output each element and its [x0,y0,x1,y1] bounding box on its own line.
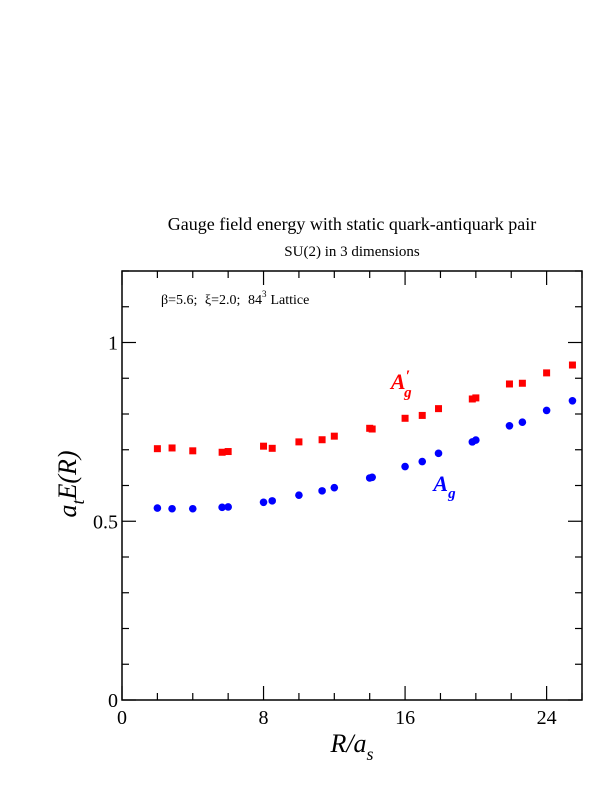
plot-frame [121,270,583,701]
data-point-square [518,379,526,387]
series-0: A′ g [153,361,576,456]
data-point-circle [259,498,268,507]
x-axis-ticks: 0 8 16 24 [117,271,583,729]
data-point-circle [368,473,376,482]
y-tick-label: 0.5 [93,511,118,533]
x-tick-label: 16 [395,707,415,729]
data-point-square [260,442,268,450]
chart-subtitle: SU(2) in 3 dimensions [284,244,420,260]
series-label: Ag [431,471,456,502]
x-tick-label: 8 [259,707,269,729]
data-point-square [468,395,476,403]
data-point-circle [518,418,527,427]
data-point-circle [318,487,326,495]
series-layer: A′ g Ag [153,361,577,513]
data-point-circle [153,504,162,512]
data-point-circle [224,503,232,511]
y-axis-label: atE(R) [53,450,88,517]
data-point-square [505,380,513,388]
series-label: A′ g [389,368,412,401]
x-axis-label: R/as [329,729,373,764]
data-point-square [418,411,426,419]
data-point-square [472,394,480,402]
parameter-annotation: β=5.6; ξ=2.0; 843 Lattice [161,289,309,308]
data-point-circle [168,504,176,513]
series-1: Ag [153,396,577,513]
x-tick-label: 24 [537,707,557,729]
data-point-square [330,432,338,440]
y-tick-label: 0 [108,690,118,712]
data-point-square [168,444,176,452]
data-point-square [401,414,409,422]
data-point-square [543,369,551,377]
data-point-circle [295,491,303,499]
data-point-square [295,438,303,446]
data-point-circle [218,503,226,512]
data-point-square [368,425,376,433]
data-point-square [435,405,443,413]
y-axis-ticks: 00.51 [93,270,582,712]
x-tick-label: 0 [117,707,127,729]
data-point-square [568,361,576,369]
data-point-circle [188,504,197,513]
chart-title: Gauge field energy with static quark-ant… [168,214,537,234]
data-point-square [153,445,161,453]
data-point-square [224,448,232,456]
data-point-circle [542,406,551,415]
data-point-circle [268,497,277,505]
data-point-circle [472,436,480,444]
data-point-circle [434,449,443,458]
data-point-circle [505,421,514,430]
plot-border [121,270,583,701]
data-point-square [318,436,326,444]
data-point-circle [568,396,577,405]
data-point-circle [330,483,339,492]
y-tick-label: 1 [108,333,118,355]
data-point-square [268,444,276,452]
data-point-circle [418,457,427,466]
data-point-square [218,448,226,456]
data-point-square [189,447,197,455]
data-point-circle [401,462,409,471]
